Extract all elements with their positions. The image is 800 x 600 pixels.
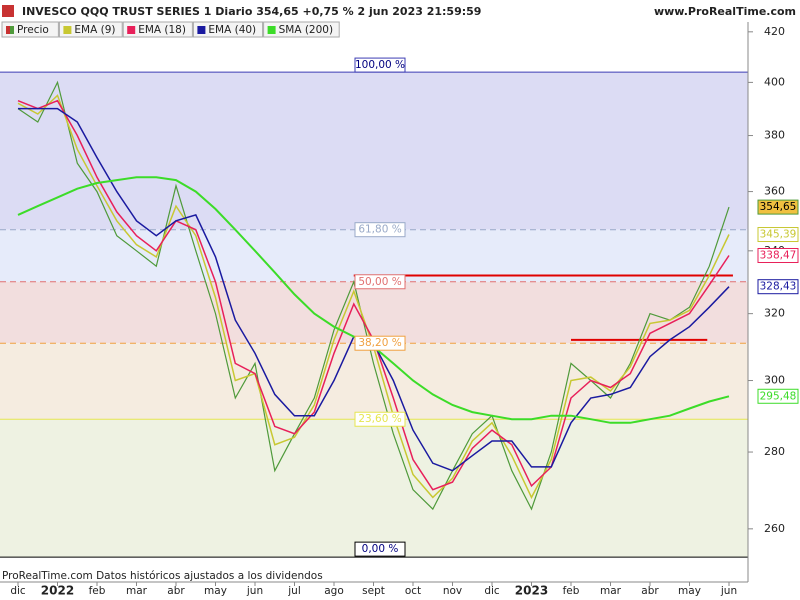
fib-label-box: [354, 411, 406, 427]
fib-label-box: [354, 274, 406, 290]
x-tick-label: feb: [89, 585, 106, 597]
y-tick-label: 320: [764, 307, 785, 320]
fib-label-box: [354, 541, 406, 557]
x-tick-label: 2022: [41, 584, 74, 598]
value-label: 295,48: [760, 390, 797, 402]
x-tick-label: oct: [405, 585, 421, 597]
x-tick-label: dic: [484, 585, 500, 597]
icon: [2, 5, 14, 17]
y-tick-label: 260: [764, 522, 785, 535]
legend-swatch: [267, 26, 276, 34]
value-label-box: [757, 247, 799, 263]
legend-label: Precio: [17, 24, 49, 36]
y-tick-label: 380: [764, 129, 785, 142]
x-tick-label: sept: [362, 585, 385, 597]
fib-zone: [0, 419, 748, 558]
fib-label: 23,60 %: [358, 413, 401, 425]
value-label-box: [757, 279, 799, 295]
x-tick-label: abr: [641, 585, 659, 597]
x-tick-label: 2023: [515, 584, 548, 598]
legend: Precio EMA (9) EMA (18) EMA (40) SMA (200): [1, 21, 340, 38]
footnote: ProRealTime.com Datos históricos ajustad…: [2, 570, 323, 582]
fib-zone: [0, 229, 748, 282]
value-label: 338,47: [760, 249, 797, 261]
legend-swatch: [127, 26, 136, 34]
x-tick-label: dic: [10, 585, 26, 597]
source: www.ProRealTime.com: [654, 5, 796, 18]
legend-label: SMA (200): [279, 24, 333, 36]
plot-area: 100,00 % 61,80 % 50,00 % 38,20 % 23,60 % 0,00…: [0, 57, 748, 558]
chart-title: INVESCO QQQ TRUST SERIES 1 Diario 354,65…: [22, 5, 481, 18]
x-tick-label: mar: [126, 585, 148, 597]
x-tick-label: jun: [246, 585, 263, 597]
x-tick-label: jun: [720, 585, 737, 597]
fib-zone: [0, 343, 748, 420]
legend-label: EMA (40): [208, 24, 256, 36]
x-tick-label: nov: [443, 585, 462, 597]
fib-label-box: [354, 222, 406, 238]
legend-label: EMA (18): [138, 24, 186, 36]
legend-label: EMA (9): [74, 24, 115, 36]
value-label-box: [757, 388, 799, 404]
legend-swatch: [197, 26, 206, 34]
value-label: 345,39: [760, 229, 797, 241]
legend-box: [58, 21, 123, 38]
fib-label: 61,80 %: [358, 224, 401, 236]
y-tick-label: 300: [764, 374, 785, 387]
series-line: [17, 80, 730, 511]
fib-label: 50,00 %: [358, 276, 401, 288]
x-tick-label: feb: [563, 585, 580, 597]
legend-swatch: [63, 26, 72, 34]
x-tick-label: mar: [600, 585, 622, 597]
fib-label-box: [354, 335, 406, 351]
fib-label: 38,20 %: [358, 337, 401, 349]
y-tick-label: 420: [764, 25, 785, 38]
header-bar: [0, 0, 800, 22]
y-tick-label: 360: [764, 185, 785, 198]
x-tick-label: may: [678, 585, 701, 597]
x-tick-label: may: [204, 585, 227, 597]
value-label: 354,65: [760, 201, 797, 213]
legend-box: [1, 21, 59, 38]
value-label-box: [757, 199, 799, 215]
legend-box: [192, 21, 264, 38]
value-label: 328,43: [760, 281, 797, 293]
legend-swatch: [10, 26, 14, 34]
fib-label-box: [354, 57, 406, 73]
legend-box: [263, 21, 340, 38]
fib-zone: [0, 72, 748, 230]
x-tick-label: abr: [167, 585, 185, 597]
fib-label: 0,00 %: [362, 543, 399, 555]
fib-label: 100,00 %: [355, 59, 405, 71]
x-tick-label: ago: [324, 585, 344, 597]
x-tick-label: jul: [287, 585, 301, 597]
fib-zone: [0, 281, 748, 344]
legend-swatch: [6, 26, 10, 34]
y-tick-label: 280: [764, 445, 785, 458]
value-label-box: [757, 227, 799, 243]
legend-box: [122, 21, 193, 38]
y-tick-label: 400: [764, 75, 785, 88]
